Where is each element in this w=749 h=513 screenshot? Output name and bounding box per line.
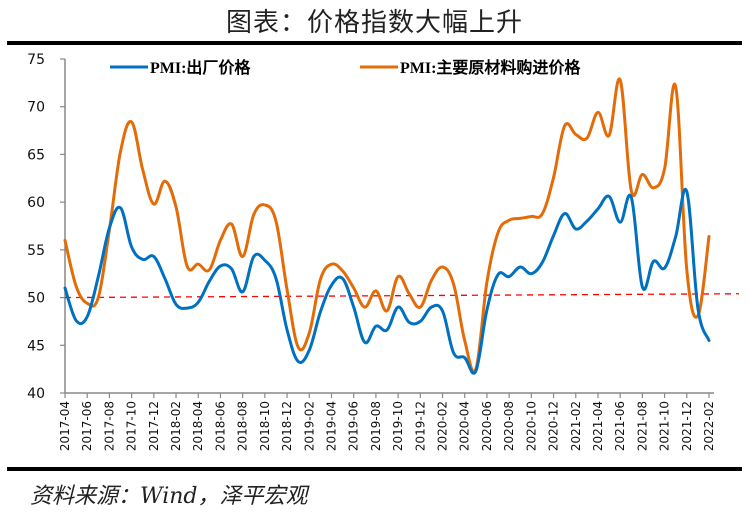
x-tick-label: 2017-08 bbox=[102, 401, 116, 451]
legend-label-0: PMI:出厂价格 bbox=[150, 58, 251, 77]
y-tick-label: 45 bbox=[27, 338, 45, 354]
x-tick-label: 2018-06 bbox=[213, 401, 227, 451]
x-tick-label: 2021-12 bbox=[680, 401, 694, 451]
series-line-output-price bbox=[63, 187, 711, 375]
y-tick-label: 65 bbox=[27, 147, 45, 163]
y-tick-label: 40 bbox=[27, 386, 45, 402]
x-tick-label: 2019-10 bbox=[391, 401, 405, 451]
x-tick-label: 2019-12 bbox=[413, 401, 427, 451]
legend-label-1: PMI:主要原材料购进价格 bbox=[400, 58, 581, 77]
reference-line-group bbox=[64, 293, 740, 299]
x-tick-label: 2017-10 bbox=[125, 401, 139, 451]
x-tick-label: 2020-02 bbox=[436, 401, 450, 451]
x-tick-label: 2021-06 bbox=[613, 401, 627, 451]
x-tick-label: 2018-04 bbox=[191, 401, 205, 451]
x-tick-label: 2018-12 bbox=[280, 401, 294, 451]
y-tick-label: 55 bbox=[27, 243, 45, 259]
y-tick-label: 50 bbox=[27, 291, 45, 307]
y-tick-label: 70 bbox=[27, 100, 45, 116]
x-tick-label: 2017-04 bbox=[58, 401, 72, 451]
x-tick-label: 2018-10 bbox=[258, 401, 272, 451]
x-tick-label: 2020-12 bbox=[547, 401, 561, 451]
axes: 40 45 50 55 60 65 70 75 2017-04 2017-06 2017-08 201… bbox=[27, 52, 716, 451]
x-tick-label: 2021-04 bbox=[591, 401, 605, 451]
series-line-input-price bbox=[63, 77, 711, 374]
x-tick-label: 2018-02 bbox=[169, 401, 183, 451]
x-tick-label: 2022-02 bbox=[702, 401, 716, 451]
x-tick-label: 2017-12 bbox=[147, 401, 161, 451]
x-tick-label: 2020-06 bbox=[480, 401, 494, 451]
legend: PMI:出厂价格 PMI:主要原材料购进价格 bbox=[110, 58, 581, 77]
top-rule bbox=[7, 41, 742, 45]
x-tick-label: 2019-06 bbox=[347, 401, 361, 451]
y-tick-label: 60 bbox=[27, 195, 45, 211]
reference-line-50 bbox=[64, 293, 740, 299]
x-tick-label: 2019-02 bbox=[302, 401, 316, 451]
x-tick-label: 2019-04 bbox=[324, 401, 338, 451]
source-note: 资料来源：Wind，泽平宏观 bbox=[30, 484, 308, 509]
x-tick-label: 2021-02 bbox=[569, 401, 583, 451]
x-tick-label: 2017-06 bbox=[80, 401, 94, 451]
series-lines bbox=[63, 77, 711, 375]
x-tick-label: 2020-08 bbox=[502, 401, 516, 451]
bottom-rule bbox=[7, 467, 742, 471]
chart-title: 图表：价格指数大幅上升 bbox=[225, 8, 523, 38]
x-tick-label: 2020-10 bbox=[524, 401, 538, 451]
x-tick-label: 2018-08 bbox=[236, 401, 250, 451]
x-tick-label: 2019-08 bbox=[369, 401, 383, 451]
x-tick-label: 2020-04 bbox=[458, 401, 472, 451]
y-tick-label: 75 bbox=[27, 52, 45, 68]
x-tick-label: 2021-08 bbox=[635, 401, 649, 451]
x-tick-label: 2021-10 bbox=[658, 401, 672, 451]
